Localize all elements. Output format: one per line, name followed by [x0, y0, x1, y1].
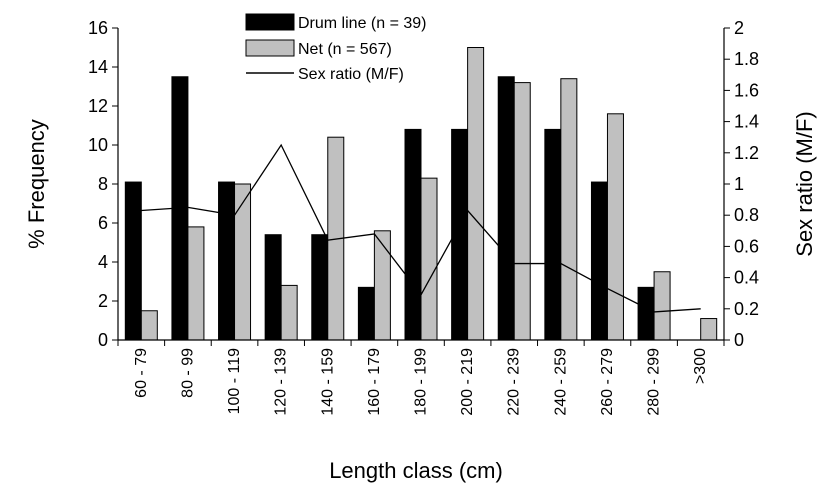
tick-labels-layer: 0 2 4 6 8 10 12 14 16 0 0.2 0.4 0.6 0.8 1 1.2 1.4 1.6 1.8 2… [88, 18, 759, 416]
bar-drum-line [311, 234, 329, 341]
x-tick-label: 140 - 159 [319, 348, 336, 416]
bar-drum-line [544, 128, 562, 341]
y-tick-label: 16 [88, 18, 108, 38]
y2-tick-label: 2 [734, 18, 744, 38]
y2-tick-label: 0 [734, 330, 744, 350]
y2-tick-label: 0.2 [734, 299, 759, 319]
legend: Drum line (n = 39) Net (n = 567) Sex rat… [245, 13, 427, 83]
y-tick-label: 8 [98, 174, 108, 194]
x-tick-label: 220 - 239 [506, 348, 523, 416]
bar-net [560, 78, 578, 341]
sex-ratio-line [141, 143, 701, 313]
x-tick-label: 120 - 139 [273, 348, 290, 416]
bar-drum-line [357, 286, 375, 341]
x-axis-label: Length class (cm) [329, 458, 503, 483]
y2-tick-label: 1.8 [734, 49, 759, 69]
bar-net [234, 183, 252, 341]
bar-drum-line [590, 181, 608, 341]
y-tick-label: 0 [98, 330, 108, 350]
bar-net [420, 177, 438, 341]
bar-net [467, 47, 485, 341]
bar-drum-line [637, 286, 655, 341]
bar-drum-line [497, 76, 515, 341]
x-tick-label: 180 - 199 [413, 348, 430, 416]
y2-tick-label: 1.6 [734, 80, 759, 100]
y2-tick-label: 1.2 [734, 143, 759, 163]
x-tick-label: 240 - 259 [552, 348, 569, 416]
x-tick-label: 200 - 219 [459, 348, 476, 416]
bar-drum-line [404, 128, 422, 341]
bar-drum-line [218, 181, 236, 341]
legend-label-drum-line: Drum line (n = 39) [298, 15, 427, 32]
bar-net [700, 318, 718, 341]
y-tick-label: 4 [98, 252, 108, 272]
legend-label-net: Net (n = 567) [298, 41, 392, 58]
bar-net [187, 226, 205, 341]
legend-swatch-drum-line [245, 13, 295, 31]
bar-net [513, 82, 531, 341]
legend-swatch-net [245, 39, 295, 57]
bar-net [606, 113, 624, 341]
axes-layer [112, 27, 730, 346]
y2-tick-label: 0.4 [734, 268, 759, 288]
y2-tick-label: 1 [734, 174, 744, 194]
bar-drum-line [264, 234, 282, 341]
bars-layer [124, 47, 718, 341]
x-tick-label: 60 - 79 [133, 348, 150, 398]
y-tick-label: 2 [98, 291, 108, 311]
x-tick-label: 260 - 279 [599, 348, 616, 416]
sex-ratio-line-layer [141, 143, 701, 313]
y2-tick-label: 0.6 [734, 236, 759, 256]
bar-net [140, 310, 158, 341]
y-tick-label: 14 [88, 57, 108, 77]
y-axis-label: % Frequency [24, 119, 49, 249]
y2-tick-label: 0.8 [734, 205, 759, 225]
bar-net [653, 271, 671, 341]
x-tick-label: 80 - 99 [179, 348, 196, 398]
x-tick-label: 280 - 299 [646, 348, 663, 416]
y2-axis-label: Sex ratio (M/F) [792, 111, 817, 256]
bar-net [373, 230, 391, 341]
x-tick-label: 100 - 119 [226, 348, 243, 415]
x-tick-label: 160 - 179 [366, 348, 383, 416]
y-tick-label: 10 [88, 135, 108, 155]
y-tick-label: 6 [98, 213, 108, 233]
bar-net [280, 284, 298, 341]
bar-drum-line [124, 181, 142, 341]
legend-label-sex-ratio: Sex ratio (M/F) [298, 66, 404, 83]
y-tick-label: 12 [88, 96, 108, 116]
y2-tick-label: 1.4 [734, 112, 759, 132]
x-tick-label: >300 [692, 348, 709, 384]
